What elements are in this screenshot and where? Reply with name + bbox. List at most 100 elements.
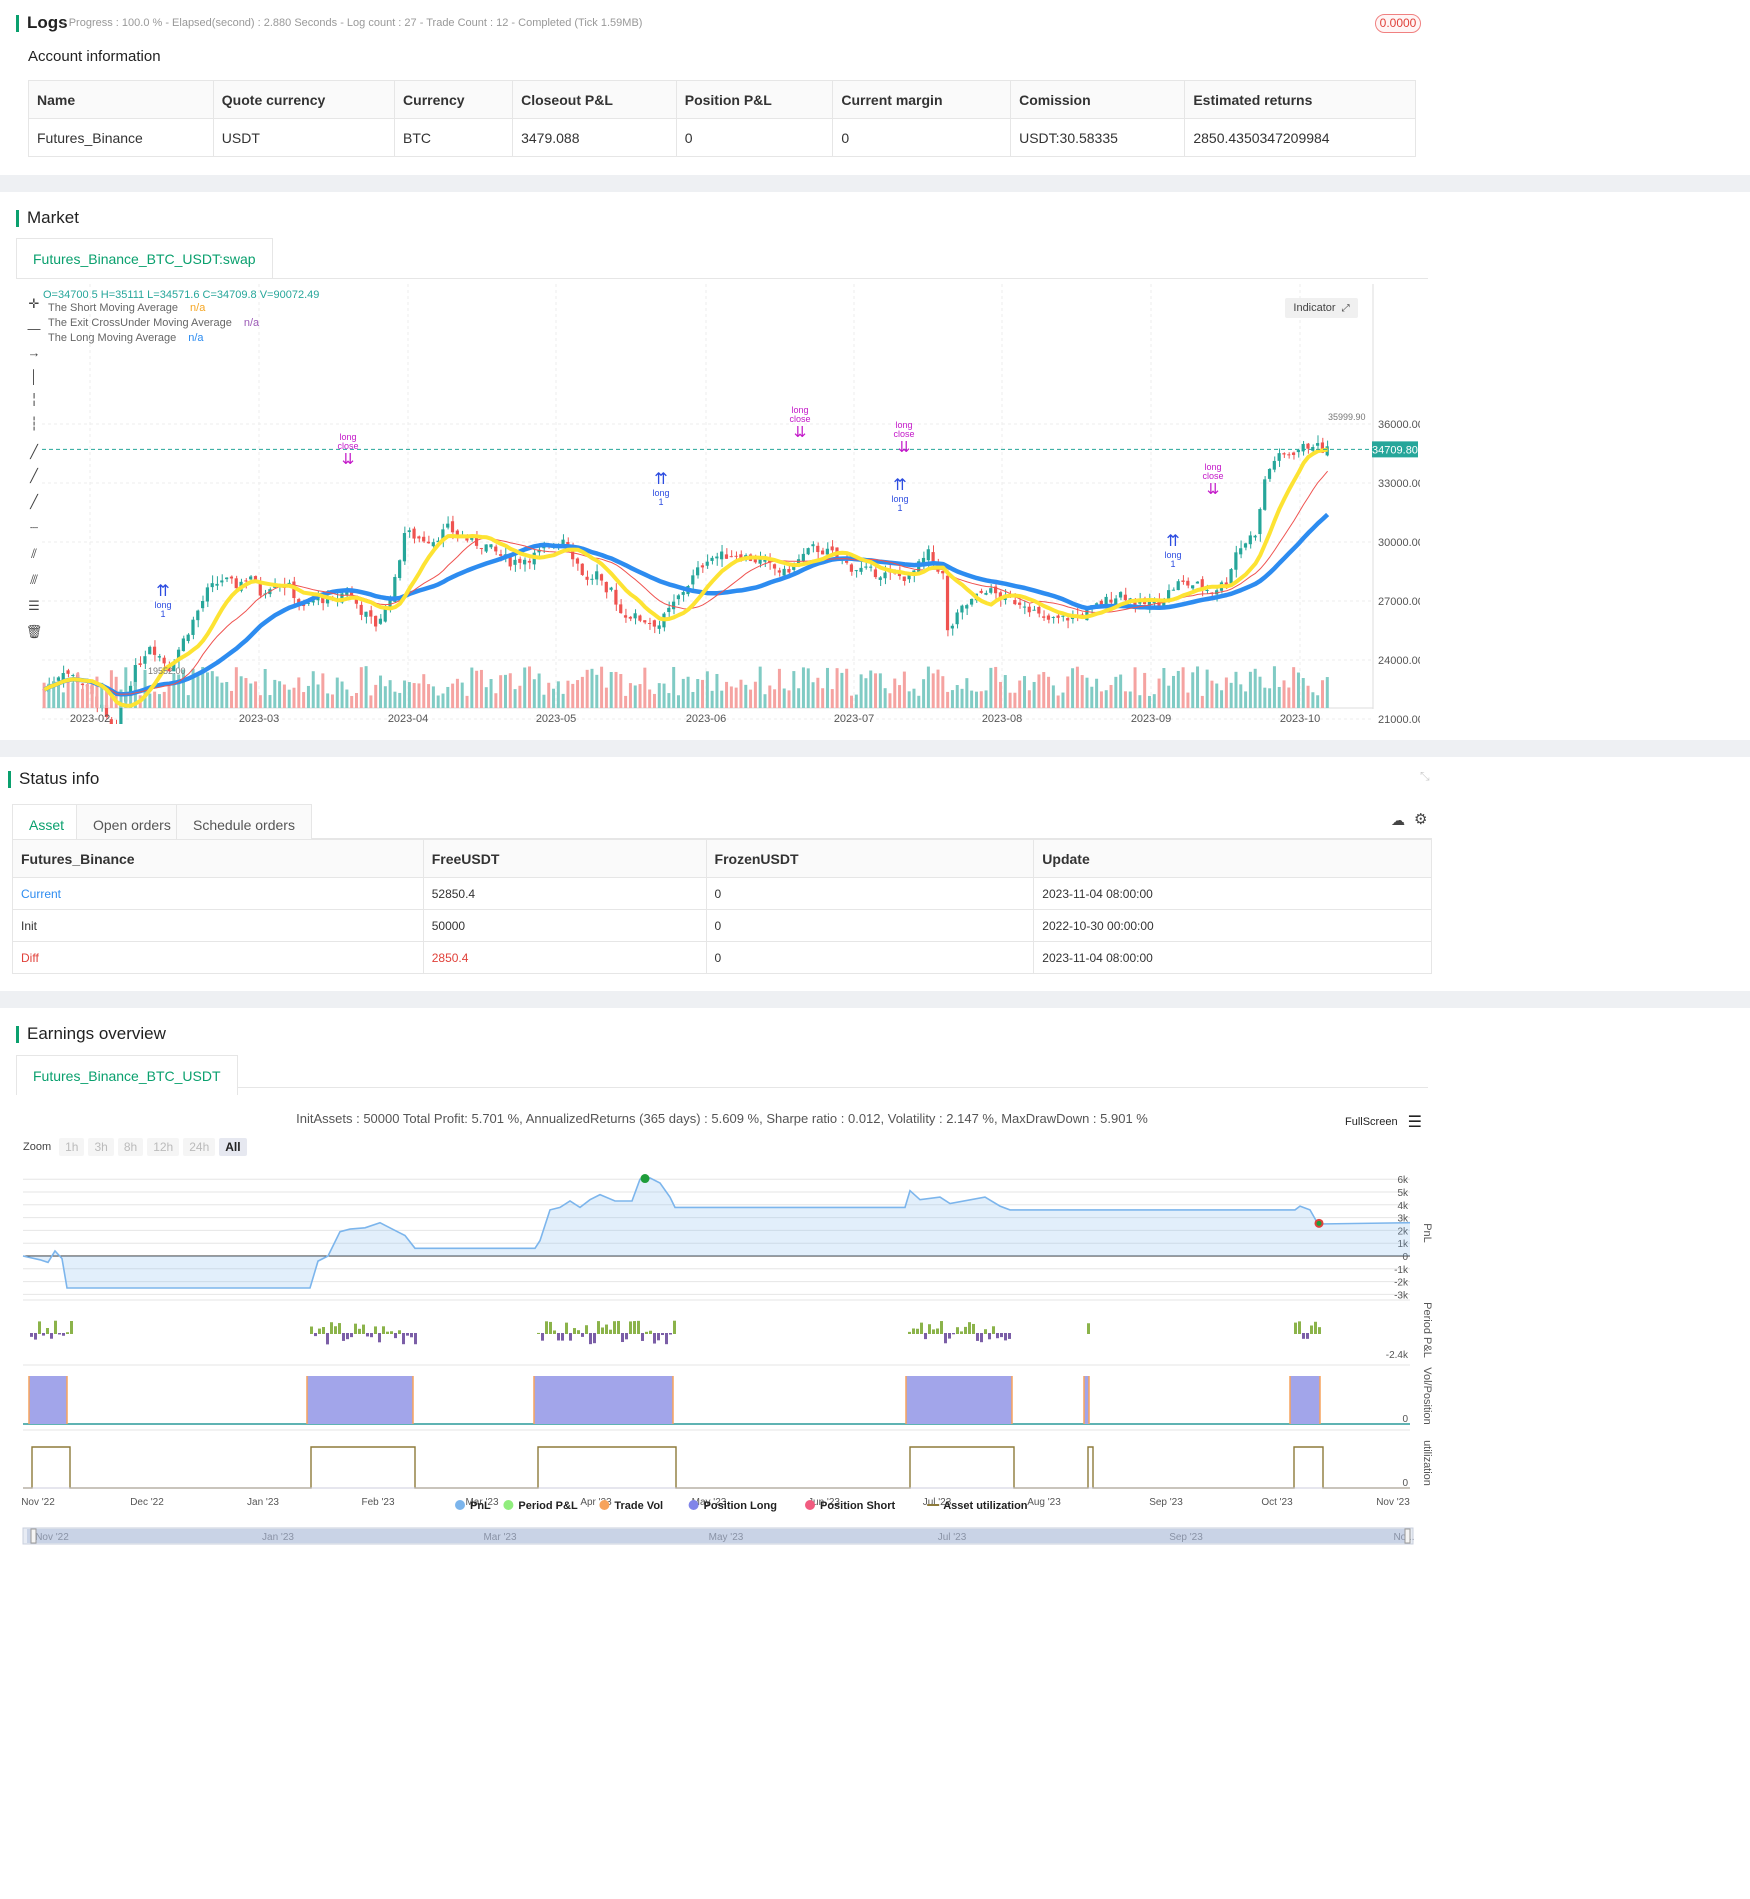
market-title: Market [16,208,79,228]
candle-body [561,539,565,547]
candle-body [441,529,445,542]
indicator-button[interactable]: Indicator ⤢ [1285,298,1358,318]
gear-icon[interactable]: ⚙ [1414,811,1428,828]
candle-body [311,600,315,603]
ray-line-icon[interactable]: ╱ [30,468,38,483]
month-label: Dec '22 [130,1497,164,1508]
tab-market-symbol[interactable]: Futures_Binance_BTC_USDT:swap [16,238,273,278]
period-pnl-bar [609,1329,612,1334]
parallel-channel-icon[interactable]: ⫽ [31,546,37,561]
table-cell: USDT [212,118,396,157]
trade-label: long [339,432,356,442]
period-pnl-bar [613,1321,616,1334]
column-header: Closeout P&L [512,80,677,119]
trade-label: close [1202,471,1223,481]
current-price-tag [1372,441,1418,458]
volume-bar [71,682,75,708]
candle-body [1277,453,1281,461]
candle-body [1022,606,1027,608]
period-pnl-bar [342,1333,345,1341]
volume-bar [1162,668,1166,708]
volume-bar [359,667,363,708]
period-pnl-bar [908,1331,911,1334]
tab-open-orders[interactable]: Open orders [76,804,188,844]
candle-body [412,528,416,539]
period-pnl-bar [354,1323,357,1334]
tab-earnings-symbol[interactable]: Futures_Binance_BTC_USDT [16,1055,238,1095]
volume-bar [532,679,536,708]
candle-body [1027,606,1031,613]
period-pnl-bar [1294,1322,1297,1334]
volume-bar [1234,671,1238,708]
zoom-button-All[interactable]: All [219,1138,247,1156]
zoom-button-1h[interactable]: 1h [59,1138,85,1156]
vertical-segment-icon[interactable]: ╎ [30,392,38,407]
period-pnl-bar [637,1320,640,1334]
candle-body [734,555,738,557]
volume-bar [350,695,354,708]
vertical-ray-icon[interactable]: ┆ [30,416,38,431]
vertical-line-icon[interactable]: │ [29,368,39,384]
logs-badge[interactable]: 0.0000 [1375,14,1421,33]
volume-bar [734,687,738,708]
crosshair-icon[interactable]: ✛ [28,296,40,311]
candle-body [643,620,647,623]
candlestick-chart[interactable]: 34709.80 36000.00 33000.00 30000.00 27000.00… [0,284,1420,724]
trash-icon[interactable]: 🗑 [25,624,43,639]
candle-body [878,577,882,580]
trade-label: long [791,405,808,415]
zoom-button-8h[interactable]: 8h [117,1138,144,1156]
column-header: Comission [1010,80,1186,119]
period-pnl-bar [920,1322,923,1334]
price-axis-label: 33000.00 [1378,478,1420,490]
price-line-icon[interactable]: ┈ [30,520,38,535]
period-pnl-bar [968,1322,971,1334]
table-cell: 3479.088 [512,118,677,157]
period-pnl-bar [960,1331,963,1334]
collapse-icon[interactable]: ⤡ [1420,769,1430,783]
volume-bar [955,685,959,708]
period-pnl-bar [589,1333,592,1345]
earnings-panel: Earnings overview Futures_Binance_BTC_US… [0,1008,1750,1899]
candle-body [825,548,829,555]
candle-body [724,554,729,559]
tab-asset[interactable]: Asset [12,804,82,844]
candle-body [595,571,599,580]
table-cell[interactable]: Diff [12,941,424,974]
volume-bar [61,692,65,708]
tab-schedule-orders[interactable]: Schedule orders [176,804,312,844]
volume-bar [441,693,445,708]
candle-body [450,521,455,533]
zoom-button-24h[interactable]: 24h [183,1138,216,1156]
zoom-button-12h[interactable]: 12h [147,1138,180,1156]
volume-bar [95,676,99,708]
fullscreen-button[interactable]: FullScreen ☰ [1345,1112,1422,1132]
period-pnl-bar [665,1333,668,1345]
horizontal-line-icon[interactable]: ― [27,320,41,336]
candle-body [609,587,613,590]
straight-line-icon[interactable]: ╱ [30,494,38,509]
volume-bar [917,695,921,708]
candle-body [1296,450,1300,453]
cloud-download-icon[interactable]: ☁ [1391,812,1405,828]
candle-body [253,576,258,581]
month-label: Nov '23 [1376,1497,1410,1508]
trend-line-icon[interactable]: ╱ [30,444,38,459]
horizontal-ray-icon[interactable]: → [27,344,41,360]
fibonacci-icon[interactable]: ☰ [28,598,40,613]
navigator-month-label: Nov '22 [35,1532,69,1543]
volume-bar [263,668,267,708]
volume-bar [105,688,109,708]
table-cell[interactable]: Init [12,909,424,942]
zoom-button-3h[interactable]: 3h [88,1138,114,1156]
period-pnl-bar [334,1326,337,1334]
volume-bar [1253,668,1257,708]
earnings-chart[interactable]: 6k 5k 4k 3k2k 1k 0 -1k -2k-3k PnL -2.4k Period P&L… [0,1008,1444,1899]
volume-bar [874,673,878,708]
volume-bar [1176,670,1180,708]
date-axis-label: 2023-03 [239,713,279,724]
period-pnl-bar [569,1333,572,1341]
volume-bar [191,668,195,708]
table-cell[interactable]: Current [12,877,424,910]
price-channel-icon[interactable]: ⫻ [30,572,38,587]
